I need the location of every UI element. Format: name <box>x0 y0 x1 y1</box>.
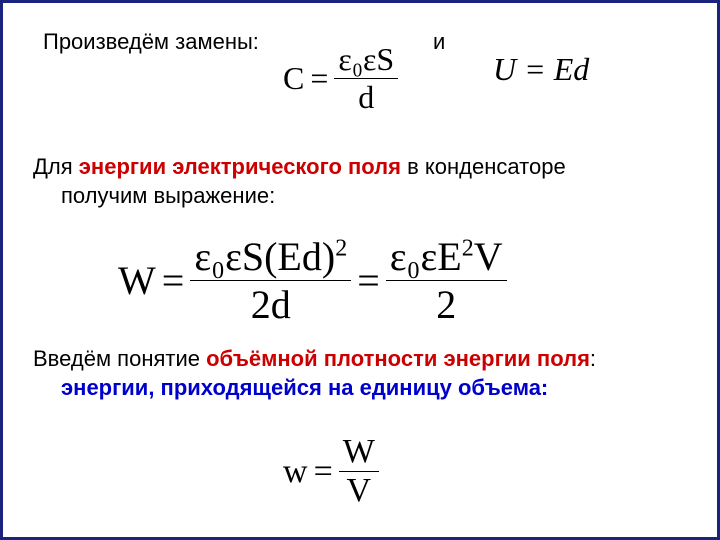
slide-frame: Произведём замены: и C = ε₀εS d U = Ed Д… <box>0 0 720 540</box>
para2-part-d: получим выражение: <box>61 182 687 211</box>
formula-w-den2: 2 <box>386 281 507 328</box>
para3-part-d: энергии, приходящейся на единицу объема: <box>61 374 687 403</box>
para3-part-c: : <box>590 346 596 371</box>
formula-energy: W = ε₀εS(Ed)2 2d = ε₀εE2V 2 <box>118 233 507 328</box>
formula-w-den1: 2d <box>190 281 351 328</box>
formula-w-num1: ε₀εS(Ed)2 <box>190 233 351 281</box>
formula-wv-eq: = <box>314 453 333 491</box>
formula-w-frac2: ε₀εE2V 2 <box>386 233 507 328</box>
formula-energy-density: w = W V <box>283 433 379 510</box>
formula-w-lhs: W <box>118 257 156 304</box>
formula-w-eq2: = <box>357 257 380 304</box>
formula-capacitance: C = ε₀εS d <box>283 41 398 116</box>
formula-wv-den: V <box>339 472 379 510</box>
paragraph-energy-intro: Для энергии электрического поля в конден… <box>33 153 687 210</box>
formula-c-den: d <box>334 79 398 116</box>
formula-w-num2: ε₀εE2V <box>386 233 507 281</box>
formula-wv-frac: W V <box>339 433 379 510</box>
and-conjunction: и <box>433 29 445 55</box>
formula-c-num: ε₀εS <box>334 41 398 79</box>
paragraph-density-intro: Введём понятие объёмной плотности энерги… <box>33 345 687 402</box>
para2-part-a: Для <box>33 154 79 179</box>
para3-part-b: объёмной плотности энергии поля <box>206 346 590 371</box>
formula-c-fraction: ε₀εS d <box>334 41 398 116</box>
formula-w-eq1: = <box>162 257 185 304</box>
formula-w-frac1: ε₀εS(Ed)2 2d <box>190 233 351 328</box>
para2-part-b: энергии электрического поля <box>79 154 401 179</box>
formula-wv-lhs: w <box>283 453 308 491</box>
formula-voltage: U = Ed <box>493 51 589 88</box>
formula-c-eq: = <box>310 60 328 97</box>
para3-part-a: Введём понятие <box>33 346 206 371</box>
formula-c-lhs: C <box>283 60 304 97</box>
formula-wv-num: W <box>339 433 379 472</box>
para2-part-c: в конденсаторе <box>401 154 566 179</box>
